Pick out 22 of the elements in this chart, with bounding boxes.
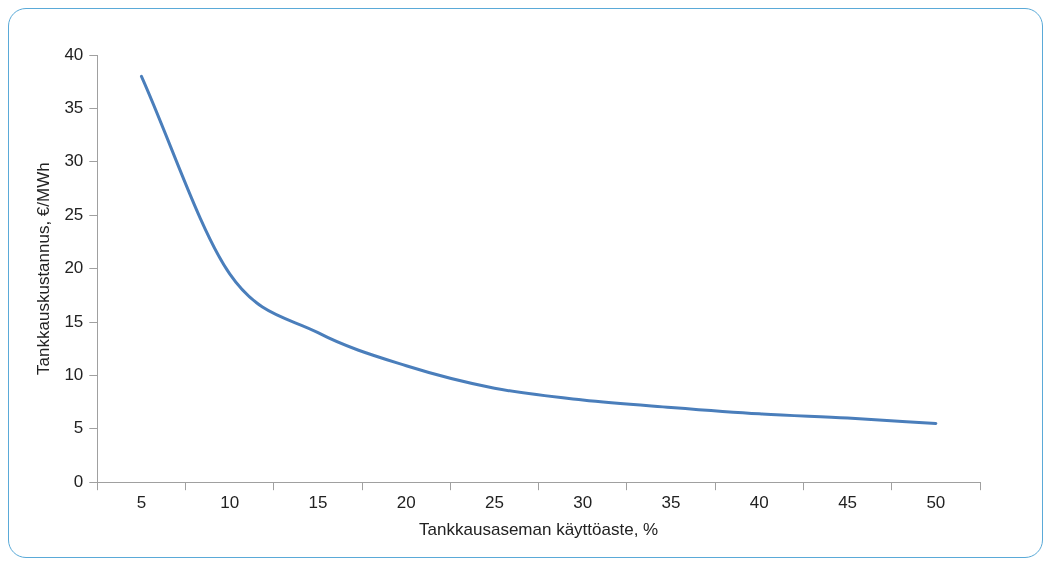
x-tick-label: 40 <box>749 493 769 513</box>
x-tick-label: 50 <box>926 493 946 513</box>
y-tick-label: 40 <box>64 44 84 64</box>
y-tick-label: 35 <box>64 98 84 118</box>
y-tick-label: 0 <box>73 471 84 491</box>
x-tick-label: 35 <box>661 493 681 513</box>
line-series <box>139 74 938 425</box>
y-tick-label: 10 <box>64 365 84 385</box>
y-tick-label: 20 <box>64 258 84 278</box>
x-tick-label: 20 <box>396 493 416 513</box>
y-axis-title: Tankkauskustannus, €/MWh <box>33 162 53 375</box>
y-tick-label: 25 <box>64 204 84 224</box>
x-tick-label: 30 <box>573 493 593 513</box>
x-tick-label: 10 <box>220 493 240 513</box>
y-tick-label: 15 <box>64 311 84 331</box>
x-tick-label: 45 <box>838 493 858 513</box>
x-tick-label: 25 <box>485 493 504 513</box>
y-tick-label: 30 <box>64 151 84 171</box>
y-tick-label: 5 <box>73 418 84 438</box>
x-tick-label: 5 <box>136 493 147 513</box>
x-tick-label: 15 <box>308 493 328 513</box>
x-axis-title: Tankkausaseman käyttöaste, % <box>419 520 659 540</box>
